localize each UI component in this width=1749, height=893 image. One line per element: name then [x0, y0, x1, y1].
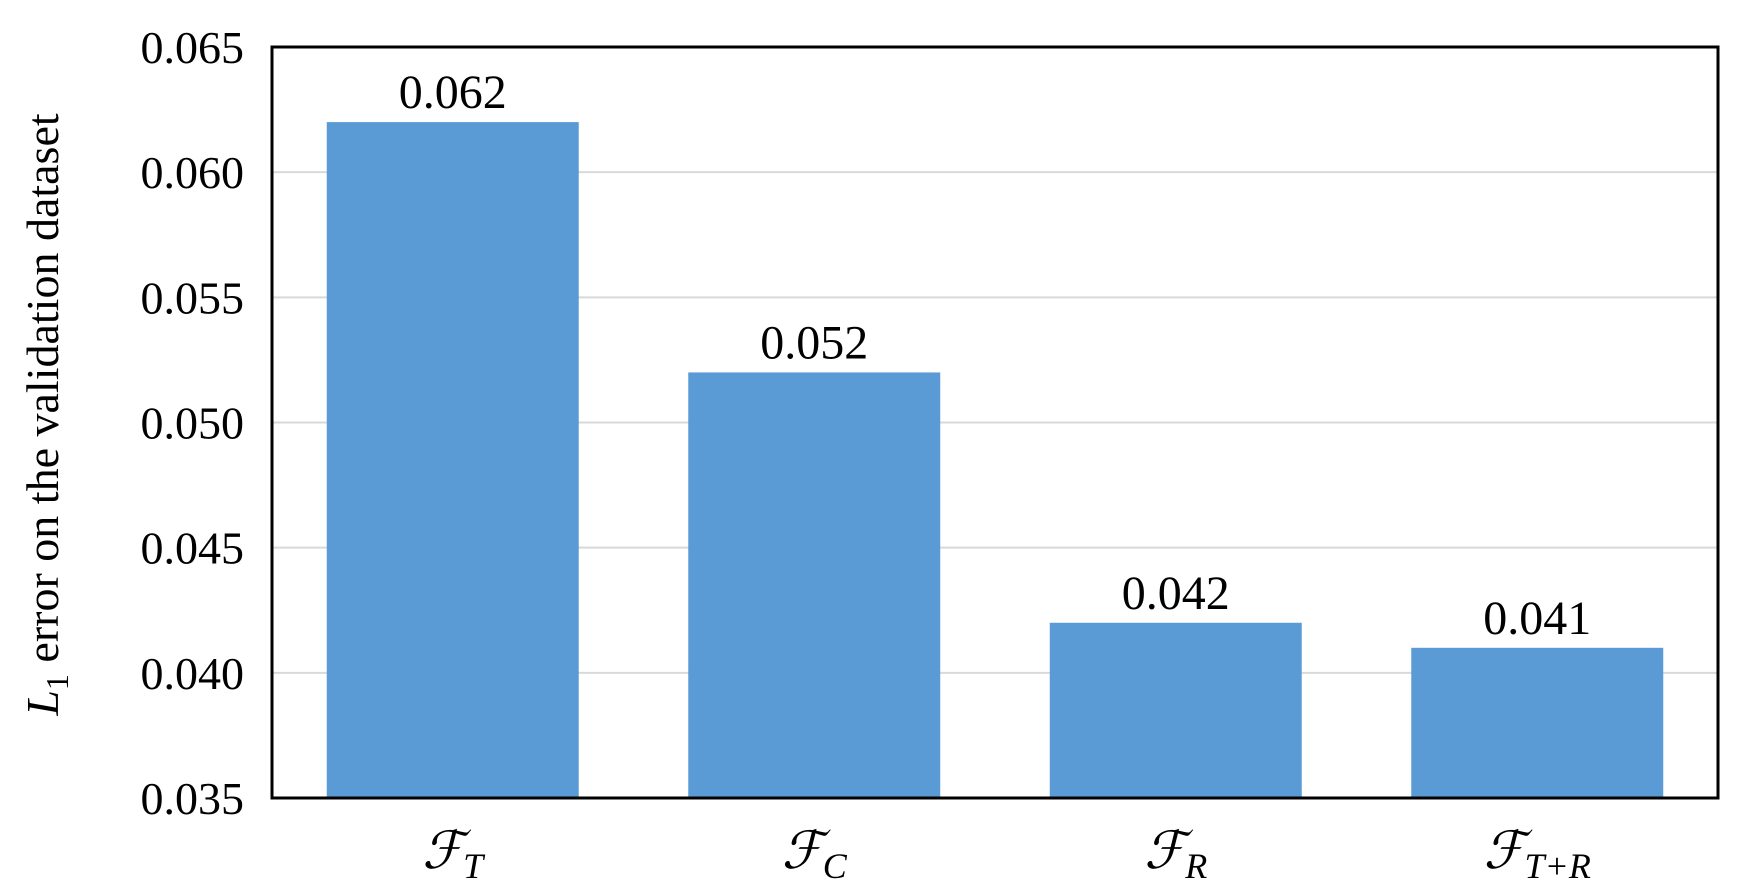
x-tick-label-subscript: T+R [1525, 846, 1591, 886]
bar [1411, 647, 1664, 798]
data-labels: 0.062 0.052 0.042 0.041 [399, 66, 1592, 645]
bar [326, 122, 579, 799]
data-label: 0.041 [1483, 592, 1591, 645]
x-tick-label: ℱT+R [1484, 823, 1591, 886]
y-tick-label: 0.055 [141, 272, 245, 323]
y-tick-label: 0.060 [141, 147, 245, 198]
y-tick-label: 0.040 [141, 648, 245, 699]
x-tick-label: ℱC [782, 823, 848, 886]
y-tick-label: 0.065 [141, 22, 245, 73]
x-tick-label-main: ℱ [782, 823, 831, 880]
y-axis-title: L1 error on the validation dataset [17, 113, 75, 717]
x-tick-label-main: ℱ [1144, 823, 1193, 880]
bar [1049, 622, 1302, 798]
x-tick-label-main: ℱ [1484, 823, 1533, 880]
data-label: 0.042 [1122, 567, 1230, 620]
data-label: 0.052 [760, 316, 868, 369]
y-tick-label: 0.050 [141, 398, 245, 449]
x-tick-label-main: ℱ [422, 823, 471, 880]
x-tick-label: ℱR [1144, 823, 1207, 886]
bar [688, 372, 941, 798]
x-tick-label-subscript: C [823, 846, 848, 886]
category-labels: ℱT ℱC ℱR ℱT+R [422, 823, 1591, 886]
bars [326, 122, 1664, 799]
y-axis-title-symbol: L [17, 690, 68, 717]
y-tick-label: 0.045 [141, 523, 245, 574]
y-axis-title-text: error on the validation dataset [17, 113, 68, 674]
y-tick-label: 0.035 [141, 773, 245, 824]
y-axis-title-subscript: 1 [39, 674, 75, 690]
plot-frame [270, 45, 1720, 800]
x-tick-label-subscript: R [1184, 846, 1207, 886]
x-tick-label-subscript: T [463, 846, 486, 886]
x-tick-label: ℱT [422, 823, 486, 886]
data-label: 0.062 [399, 66, 507, 119]
y-tick-labels: 0.035 0.040 0.045 0.050 0.055 0.060 0.065 [141, 22, 245, 824]
